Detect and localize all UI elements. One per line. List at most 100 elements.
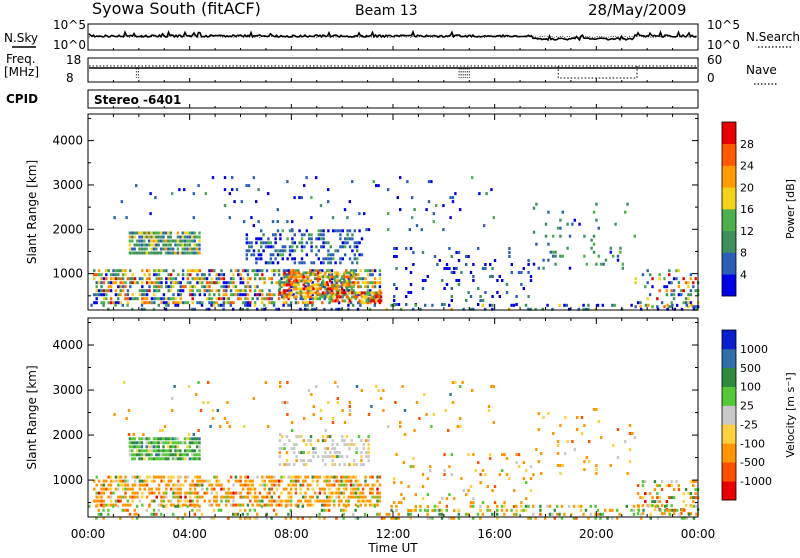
data-cell — [360, 459, 363, 463]
data-cell — [306, 499, 310, 503]
data-cell — [353, 463, 356, 467]
data-cell — [345, 487, 348, 491]
data-cell — [289, 273, 293, 277]
data-cell — [343, 279, 346, 283]
data-cell — [105, 503, 108, 507]
data-cell — [406, 180, 409, 184]
data-cell — [155, 285, 158, 289]
data-cell — [311, 479, 314, 483]
data-cell — [149, 192, 152, 196]
data-cell — [283, 271, 286, 275]
data-cell — [304, 301, 307, 305]
data-cell — [360, 463, 363, 467]
data-cell — [376, 479, 379, 483]
data-cell — [441, 279, 444, 282]
data-cell — [205, 289, 209, 293]
data-cell — [251, 495, 254, 499]
data-cell — [333, 503, 336, 507]
data-cell — [150, 487, 154, 491]
data-cell — [343, 443, 346, 447]
data-cell — [366, 301, 370, 305]
data-cell — [451, 381, 455, 384]
data-cell — [256, 297, 259, 301]
data-cell — [331, 291, 335, 295]
data-cell — [327, 401, 330, 404]
data-cell — [421, 279, 425, 282]
freq-tick-bottom: 8 — [66, 71, 74, 85]
data-cell — [220, 297, 223, 301]
data-cell — [467, 291, 470, 294]
data-cell — [260, 257, 263, 261]
data-cell — [121, 508, 124, 512]
data-cell — [145, 508, 148, 512]
data-cell — [277, 307, 280, 311]
data-cell — [450, 473, 453, 477]
data-cell — [554, 250, 557, 254]
data-cell — [251, 479, 254, 483]
data-cell — [339, 229, 342, 233]
data-cell — [107, 503, 110, 507]
data-cell — [465, 263, 468, 266]
data-cell — [292, 475, 295, 479]
data-cell — [639, 301, 642, 305]
data-cell — [114, 269, 118, 273]
data-cell — [273, 483, 276, 487]
data-cell — [275, 281, 278, 285]
data-cell — [355, 385, 359, 388]
data-cell — [181, 289, 185, 293]
data-cell — [164, 437, 168, 441]
data-cell — [193, 247, 196, 251]
data-cell — [600, 436, 603, 439]
data-cell — [611, 508, 614, 512]
cpid-value: Stereo -6401 — [94, 93, 181, 107]
data-cell — [640, 516, 643, 520]
data-cell — [666, 508, 669, 512]
data-cell — [340, 277, 343, 281]
data-cell — [328, 499, 331, 503]
data-cell — [281, 291, 284, 295]
data-cell — [183, 247, 187, 251]
data-cell — [684, 297, 688, 301]
data-cell — [203, 289, 206, 293]
data-cell — [217, 483, 221, 487]
data-cell — [93, 499, 96, 503]
data-cell — [143, 293, 146, 297]
data-cell — [348, 409, 351, 412]
data-cell — [114, 301, 118, 305]
data-cell — [675, 277, 678, 281]
data-cell — [342, 277, 346, 281]
data-cell — [309, 503, 312, 507]
data-cell — [299, 475, 302, 479]
data-cell — [245, 241, 248, 245]
data-cell — [114, 475, 118, 479]
station-title: Syowa South (fitACF) — [92, 0, 261, 18]
data-cell — [216, 409, 219, 412]
data-cell — [172, 285, 175, 289]
data-cell — [138, 457, 141, 461]
data-cell — [330, 277, 334, 281]
data-cell — [472, 497, 475, 501]
data-cell — [357, 483, 360, 487]
data-cell — [660, 480, 664, 484]
data-cell — [208, 479, 211, 483]
data-cell — [179, 487, 182, 491]
data-cell — [323, 499, 326, 503]
data-cell — [525, 481, 528, 485]
data-cell — [191, 297, 194, 301]
data-cell — [285, 293, 288, 297]
data-cell — [362, 447, 365, 451]
data-cell — [289, 475, 293, 479]
data-cell — [249, 499, 252, 503]
data-cell — [490, 385, 493, 388]
data-cell — [314, 451, 317, 455]
data-cell — [141, 285, 144, 289]
data-cell — [340, 289, 343, 293]
data-cell — [97, 499, 101, 503]
data-cell — [454, 192, 457, 196]
data-cell — [331, 299, 335, 303]
data-cell — [306, 277, 310, 281]
data-cell — [174, 243, 177, 247]
data-cell — [268, 297, 271, 301]
data-cell — [559, 464, 562, 467]
data-cell — [164, 457, 168, 461]
